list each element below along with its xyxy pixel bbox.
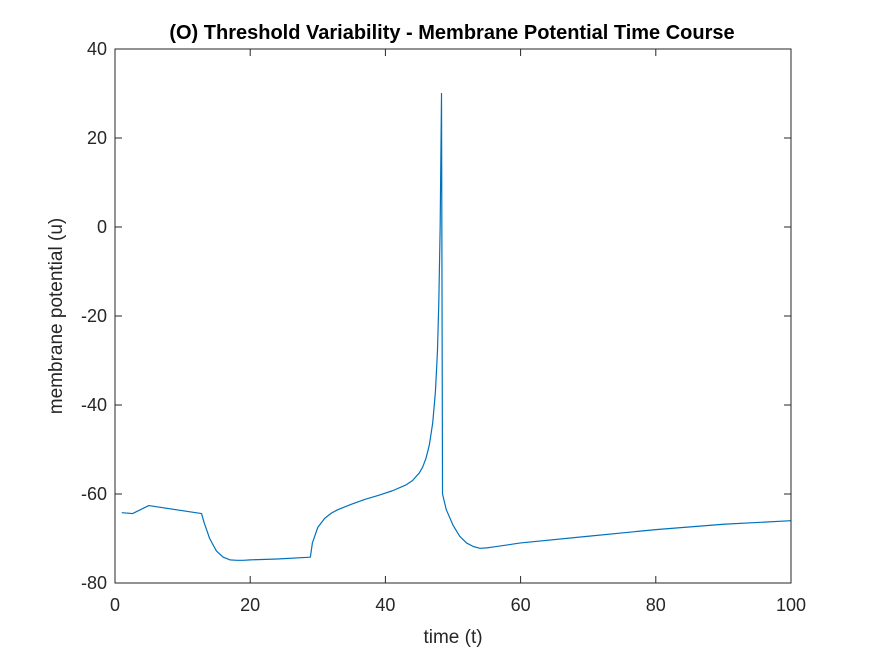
y-tick-label: -40 xyxy=(81,395,107,415)
y-tick-label: 0 xyxy=(97,217,107,237)
x-tick-label: 80 xyxy=(646,595,666,615)
chart-title: (O) Threshold Variability - Membrane Pot… xyxy=(169,22,734,44)
y-tick-label: -20 xyxy=(81,306,107,326)
series-layer xyxy=(121,92,792,561)
plot-area xyxy=(115,49,791,583)
x-tick-label: 60 xyxy=(511,595,531,615)
y-tick-label: 40 xyxy=(87,39,107,59)
series-line xyxy=(121,92,792,561)
x-tick-label: 0 xyxy=(110,595,120,615)
y-tick-label: 20 xyxy=(87,128,107,148)
x-tick-label: 100 xyxy=(776,595,806,615)
x-axis-label: time (t) xyxy=(423,627,482,648)
x-tick-label: 20 xyxy=(240,595,260,615)
tick-layer: 0 20 40 60 80 100 -80 -60 -40 -20 0 20 40 xyxy=(81,39,806,615)
y-tick-label: -80 xyxy=(81,573,107,593)
y-axis-label: membrane potential (u) xyxy=(46,218,67,414)
x-tick-label: 40 xyxy=(375,595,395,615)
y-tick-label: -60 xyxy=(81,484,107,504)
